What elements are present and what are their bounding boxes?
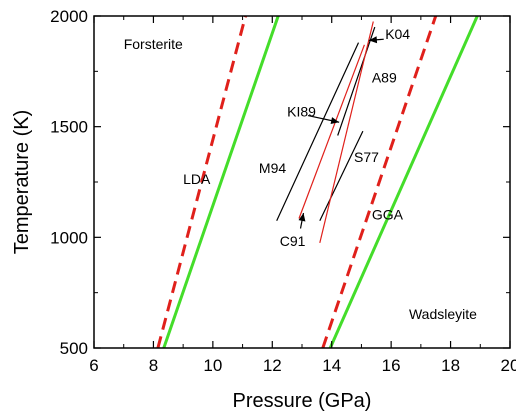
y-tick-label: 1500 bbox=[50, 118, 88, 137]
annotation-s77: S77 bbox=[354, 149, 379, 165]
annotation-wadsleyite: Wadsleyite bbox=[409, 306, 477, 322]
x-tick-label: 20 bbox=[501, 356, 516, 375]
series-line-s77 bbox=[319, 130, 364, 221]
annotation-lda: LDA bbox=[183, 171, 211, 187]
series-line-gga bbox=[321, 15, 438, 349]
x-tick-label: 16 bbox=[382, 356, 401, 375]
annotation-gga: GGA bbox=[372, 207, 404, 223]
y-tick-label: 2000 bbox=[50, 7, 88, 26]
x-tick-label: 6 bbox=[89, 356, 98, 375]
annotation-k04: K04 bbox=[385, 26, 410, 42]
x-axis-label: Pressure (GPa) bbox=[233, 390, 372, 412]
series-line-a89 bbox=[319, 21, 374, 244]
arrowhead-ki89 bbox=[330, 117, 340, 124]
x-tick-label: 18 bbox=[441, 356, 460, 375]
series-line-curve-1 bbox=[162, 15, 280, 349]
arrows bbox=[298, 36, 384, 229]
plot-frame bbox=[93, 15, 511, 349]
annotation-forsterite: Forsterite bbox=[124, 36, 183, 52]
annotations: Forsterite Wadsleyite LDA GGA K04 A89 KI89 M94 S… bbox=[124, 26, 477, 322]
annotation-ki89: KI89 bbox=[287, 104, 316, 120]
tick-labels: 6 8 10 12 14 16 18 20 500 1000 1500 2000 bbox=[50, 7, 516, 375]
series-line-m94 bbox=[276, 42, 360, 221]
y-tick-label: 1000 bbox=[50, 228, 88, 247]
y-axis-label: Temperature (K) bbox=[11, 110, 33, 255]
annotation-m94: M94 bbox=[259, 160, 286, 176]
axis-ticks bbox=[93, 15, 511, 349]
y-tick-label: 500 bbox=[60, 339, 88, 358]
annotation-a89: A89 bbox=[372, 69, 397, 85]
x-tick-label: 12 bbox=[263, 356, 282, 375]
annotation-c91: C91 bbox=[280, 233, 306, 249]
series-line-ki89 bbox=[337, 26, 376, 136]
series-line-lda bbox=[156, 15, 247, 349]
x-tick-label: 10 bbox=[203, 356, 222, 375]
series-line-curve-3 bbox=[328, 15, 479, 349]
x-tick-label: 8 bbox=[149, 356, 158, 375]
arrowhead-k04 bbox=[368, 36, 378, 44]
series-line-c91 bbox=[298, 44, 365, 219]
x-tick-label: 14 bbox=[322, 356, 341, 375]
plot-lines bbox=[156, 15, 479, 349]
arrowhead-c91 bbox=[298, 212, 306, 222]
